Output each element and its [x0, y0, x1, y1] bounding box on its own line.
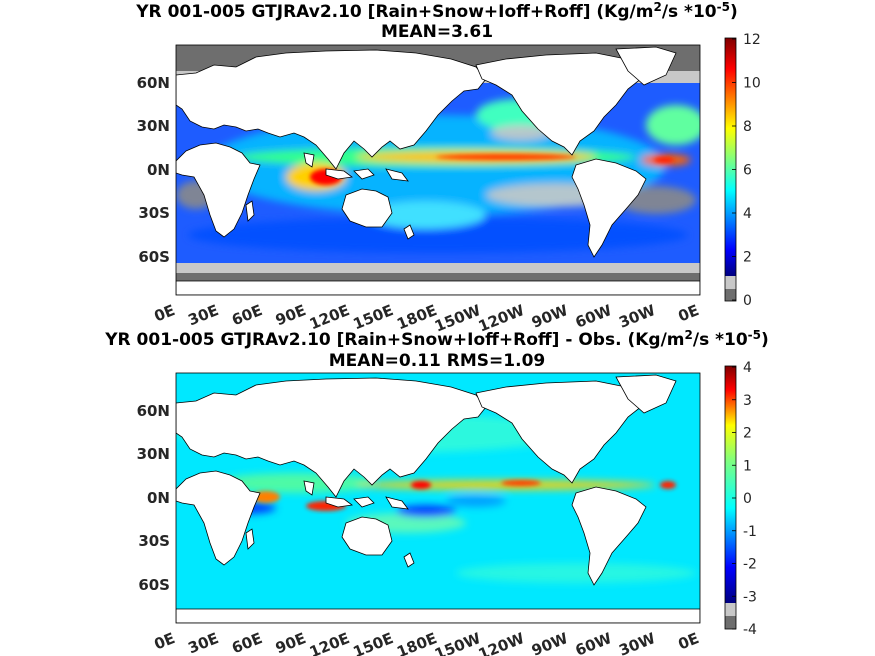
lon-tick-label: 0E — [152, 629, 178, 653]
lat-ticks: 60N 30N 0N 30S 60S — [137, 74, 170, 266]
map-area — [175, 44, 701, 296]
colorbar-tick-label: 4 — [743, 206, 752, 222]
lon-tick-label: 150W — [432, 629, 484, 656]
colorbar-tick-label: 8 — [743, 119, 752, 135]
lon-tick-label: 60E — [229, 629, 265, 656]
lat-tick-label: 0N — [147, 161, 170, 179]
colorbar-tick-label: 6 — [743, 163, 752, 179]
lon-tick-label: 30E — [186, 629, 222, 656]
colorbar-tick-label: 3 — [743, 393, 752, 409]
panel-title: YR 001-005 GTJRAv2.10 [Rain+Snow+Ioff+Ro… — [135, 0, 737, 22]
lon-tick-label: 30W — [616, 301, 658, 332]
map-area — [175, 372, 701, 624]
lat-tick-label: 0N — [147, 489, 170, 507]
lon-tick-label: 30W — [616, 629, 658, 656]
panel-title: YR 001-005 GTJRAv2.10 [Rain+Snow+Ioff+Ro… — [104, 328, 769, 350]
lon-tick-label: 150E — [351, 629, 396, 656]
colorbar-tick-label: 1 — [743, 458, 752, 474]
colorbar: 0 2 4 6 8 10 12 — [724, 32, 761, 309]
lon-tick-label: 60W — [573, 629, 615, 656]
colorbar-tick-label: 12 — [743, 32, 761, 48]
lon-tick-label: 90W — [529, 301, 571, 332]
colorbar-tick-label: 4 — [743, 360, 752, 376]
colorbar-tick-label: -1 — [743, 524, 757, 540]
lon-tick-label: 0E — [676, 301, 702, 325]
colorbar-tick-label: -3 — [743, 589, 757, 605]
lat-ticks: 60N 30N 0N 30S 60S — [137, 402, 170, 594]
lon-tick-label: 0E — [676, 629, 702, 653]
colorbar-tick-label: -4 — [743, 622, 757, 638]
lat-tick-label: 60N — [137, 74, 170, 92]
colorbar-tick-label: 0 — [743, 491, 752, 507]
lon-tick-label: 120E — [307, 629, 352, 656]
lon-tick-label: 30E — [186, 301, 222, 329]
lat-tick-label: 30S — [138, 532, 170, 550]
lon-tick-label: 180E — [394, 301, 439, 333]
lon-tick-label: 0E — [152, 301, 178, 325]
lat-tick-label: 60N — [137, 402, 170, 420]
lon-tick-label: 120W — [476, 629, 528, 656]
lon-tick-label: 60E — [229, 301, 265, 329]
colorbar-tick-label: 0 — [743, 293, 752, 309]
colorbar: -4 -3 -2 -1 0 1 2 3 4 — [724, 360, 757, 638]
colorbar-tick-label: -2 — [743, 557, 757, 573]
panel-subtitle: MEAN=3.61 — [381, 22, 493, 42]
panel-subtitle: MEAN=0.11 RMS=1.09 — [329, 351, 545, 371]
panel-bottom: YR 001-005 GTJRAv2.10 [Rain+Snow+Ioff+Ro… — [104, 328, 769, 656]
lon-tick-label: 150E — [351, 301, 396, 333]
colorbar-tick-label: 10 — [743, 76, 761, 92]
colorbar-tick-label: 2 — [743, 250, 752, 266]
lat-tick-label: 60S — [138, 576, 170, 594]
lat-tick-label: 30S — [138, 204, 170, 222]
lon-tick-label: 60W — [573, 301, 615, 332]
lon-tick-label: 90E — [273, 629, 309, 656]
lat-tick-label: 30N — [137, 117, 170, 135]
lon-tick-label: 180E — [394, 629, 439, 656]
lon-tick-label: 90E — [273, 301, 309, 329]
lon-tick-label: 120E — [307, 301, 352, 333]
lat-tick-label: 60S — [138, 248, 170, 266]
colorbar-tick-label: 2 — [743, 426, 752, 442]
lon-tick-label: 90W — [529, 629, 571, 656]
lat-tick-label: 30N — [137, 445, 170, 463]
panel-top: YR 001-005 GTJRAv2.10 [Rain+Snow+Ioff+Ro… — [135, 0, 761, 336]
